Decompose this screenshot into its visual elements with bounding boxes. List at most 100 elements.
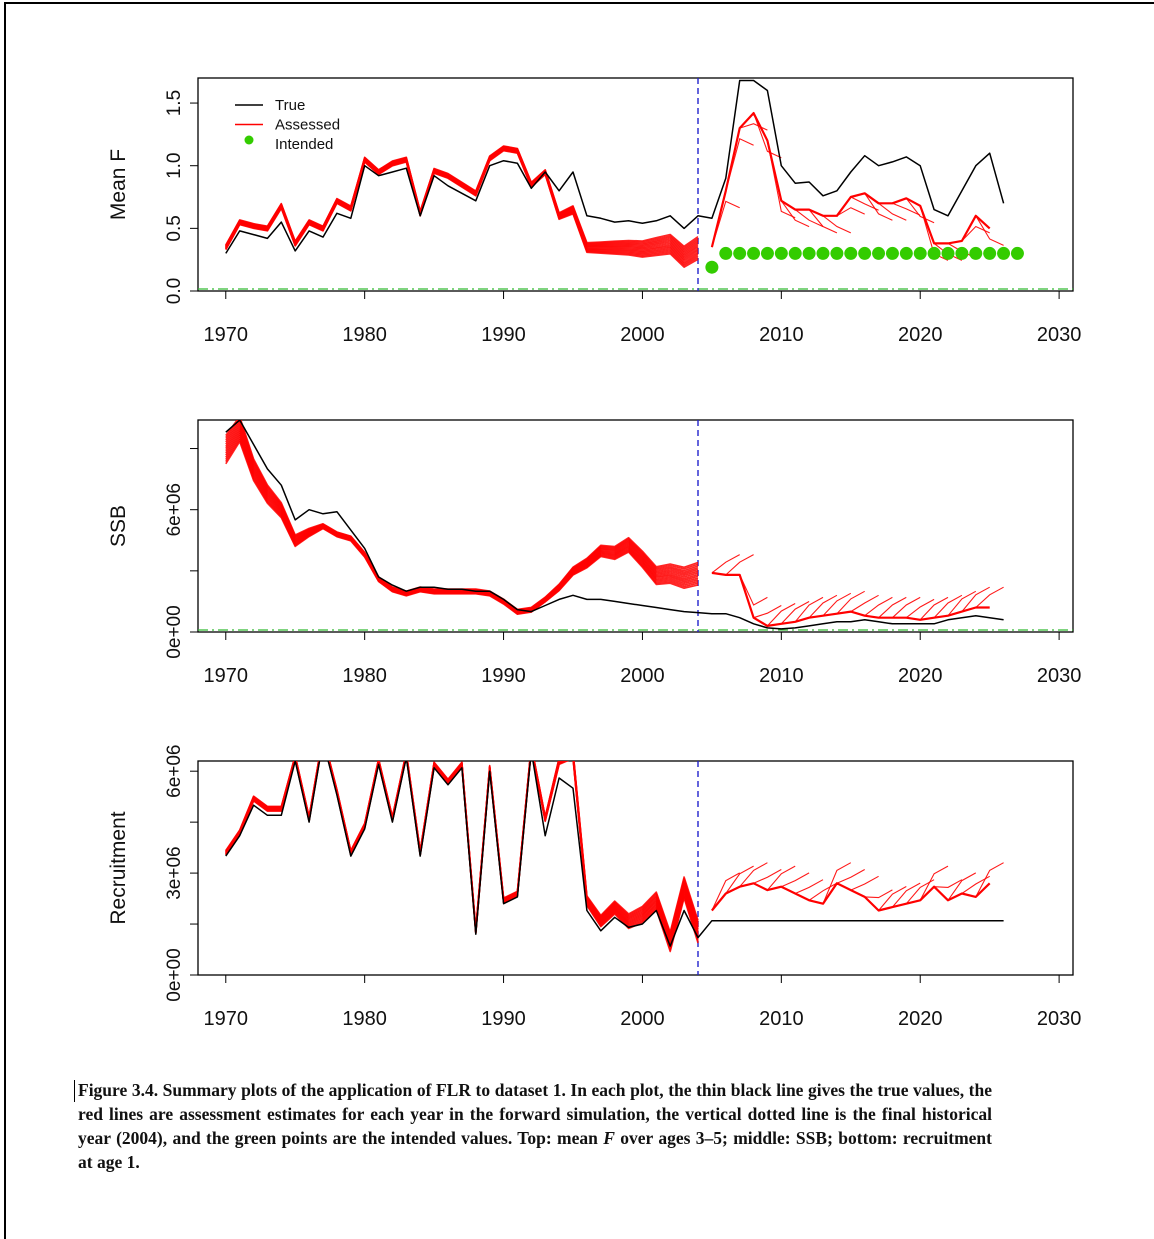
caption-italic-f: F [603,1128,615,1148]
legend-label: Assessed [275,117,340,134]
assessed-line [225,145,699,251]
y-axis-label: Mean F [107,149,130,220]
plot-area [198,420,1073,632]
assessed-line [225,145,699,248]
assessed-line [225,423,699,612]
assessed-forecast-segment [975,862,1004,898]
assessed-line [225,431,699,614]
x-tick-label: 1990 [481,1008,526,1030]
x-tick-label: 2020 [898,324,943,346]
intended-point [719,246,733,260]
assessed-line [225,438,699,615]
assessed-line [225,420,699,611]
figure-caption: Figure 3.4. Summary plots of the applica… [78,1078,992,1174]
legend-label: True [275,97,305,114]
assessed-forecast-segment [794,209,824,228]
assessed-line [225,146,699,254]
intended-point [760,246,774,260]
intended-point [899,246,913,260]
x-tick-label: 2010 [759,665,804,687]
assessed-forecast-segment [892,202,921,216]
assessed-line [225,437,699,615]
assessed-forecast-segment [781,872,810,888]
assessed-forecast-segment [878,596,907,619]
panel-2: 1970 1980 1990 2000 2010 2020 2030 0e+00 6e+06 SS… [107,419,1082,687]
assessed-forecast-segment [808,882,838,901]
page-border [4,2,1154,1239]
assessed-forecast-segment [864,889,893,899]
assessed-forecast-segment [808,594,838,619]
assessed-forecast-segment [905,197,935,224]
intended-point [844,246,858,260]
intended-point [997,246,1011,260]
true-line [225,761,1004,947]
x-tick-label: 2030 [1037,665,1082,687]
assessed-forecast-segment [864,596,893,617]
intended-point [885,246,899,260]
intended-point [816,246,830,260]
y-tick-label: 1.5 [164,90,185,116]
assessed-forecast-segment [891,882,921,908]
intended-point [927,246,941,260]
assessed-line [225,427,699,613]
assessed-forecast-segment [725,554,754,576]
x-tick-label: 2000 [620,665,665,687]
intended-point [788,246,802,260]
assessed-forecast-segment [780,601,810,625]
x-tick-label: 2020 [898,665,943,687]
assessed-forecast-segment [808,209,838,234]
x-tick-label: 1970 [204,1008,249,1030]
intended-point [774,246,788,260]
assessed-forecast-segment [836,590,865,615]
assessed-forecast-segment [947,590,977,617]
assessed-projection-line [710,112,991,248]
assessed-forecast-segment [850,875,879,891]
assessed-forecast-segment [905,598,935,619]
assessed-forecast-segment [961,586,990,612]
assessed-forecast-segment [850,196,879,211]
assessed-forecast-segment [919,865,949,901]
assessed-line [225,429,699,613]
y-tick-label: 0.0 [164,278,185,304]
intended-point [983,246,997,260]
plot-frame [197,760,1074,976]
plot-area [225,761,1004,975]
intended-point [1010,246,1024,260]
assessed-forecast-segment [975,215,1004,246]
caption-text-1: Figure 3.4. Summary plots of the applica… [78,1080,992,1148]
assessed-forecast-segment [850,594,879,613]
y-tick-label: 0e+00 [164,605,185,658]
y-tick-label: 6e+06 [164,483,185,536]
caption-text-2: over ages 3–5; middle: SSB; bottom: recr… [78,1128,992,1172]
x-tick-label: 2030 [1037,1008,1082,1030]
intended-point [705,260,719,274]
assessed-forecast-segment [822,592,852,617]
assessed-forecast-segment [947,872,977,901]
x-tick-label: 1990 [481,665,526,687]
assessed-forecast-segment [739,862,768,888]
assessed-forecast-segment [822,862,852,904]
intended-point [802,246,816,260]
x-tick-label: 2000 [620,1008,665,1030]
assessed-line [225,420,699,611]
y-axis-label: SSB [107,505,130,547]
x-tick-label: 1980 [342,324,387,346]
assessed-forecast-segment [878,202,907,221]
x-tick-label: 2010 [759,324,804,346]
assessed-forecast-segment [864,192,893,221]
y-tick-label: 3e+06 [164,846,185,899]
assessed-forecast-segment [934,879,963,888]
assessed-forecast-segment [711,554,740,574]
true-line [225,420,1004,630]
assessed-forecast-segment [753,869,782,884]
true-line [225,79,1005,254]
y-tick-label: 1.0 [164,152,185,178]
x-tick-label: 1980 [342,665,387,687]
intended-point [941,246,955,260]
assessed-forecast-segment [780,200,810,228]
y-tick-label: 0.5 [164,215,185,241]
assessed-forecast-segment [711,200,740,248]
intended-point [955,246,969,260]
